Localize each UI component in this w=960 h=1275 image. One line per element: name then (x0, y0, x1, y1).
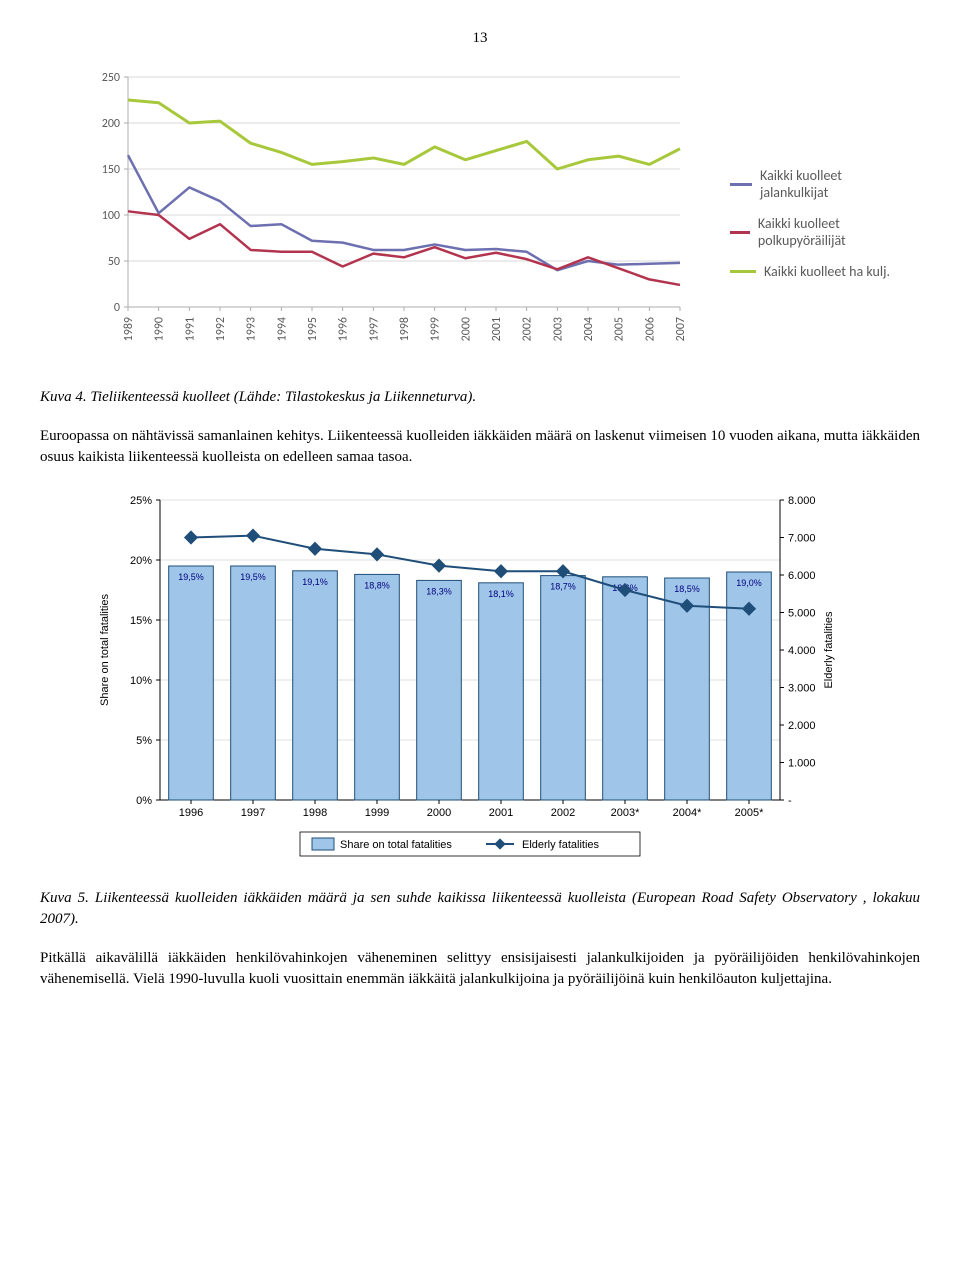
svg-text:2004: 2004 (582, 317, 596, 341)
svg-text:Share on total fatalities: Share on total fatalities (340, 839, 452, 851)
svg-text:2006: 2006 (643, 317, 657, 341)
svg-text:25%: 25% (130, 495, 152, 507)
svg-text:5%: 5% (136, 735, 152, 747)
svg-text:1994: 1994 (275, 317, 289, 341)
svg-text:100: 100 (102, 209, 120, 223)
svg-text:3.000: 3.000 (788, 683, 816, 695)
svg-text:2001: 2001 (489, 807, 513, 819)
paragraph-1: Euroopassa on nähtävissä samanlainen keh… (40, 426, 920, 468)
svg-text:18,7%: 18,7% (550, 582, 576, 592)
svg-text:0: 0 (114, 301, 120, 315)
legend-item-hakulj: Kaikki kuolleet ha kulj. (730, 263, 890, 280)
svg-text:2002: 2002 (521, 317, 535, 341)
svg-text:Elderly fatalities: Elderly fatalities (823, 611, 835, 689)
legend-label: Kaikki kuolleet jalankulkijat (760, 167, 890, 201)
svg-text:1990: 1990 (153, 317, 167, 341)
svg-text:20%: 20% (130, 555, 152, 567)
svg-text:1989: 1989 (122, 317, 136, 341)
svg-text:1998: 1998 (398, 317, 412, 341)
svg-text:4.000: 4.000 (788, 645, 816, 657)
svg-text:18,5%: 18,5% (674, 584, 700, 594)
paragraph-2: Pitkällä aikavälillä iäkkäiden henkilöva… (40, 948, 920, 990)
svg-text:2000: 2000 (427, 807, 451, 819)
svg-text:19,5%: 19,5% (178, 572, 204, 582)
svg-text:Share on total fatalities: Share on total fatalities (99, 594, 111, 706)
svg-text:1996: 1996 (337, 317, 351, 341)
legend-item-polkupyorailijat: Kaikki kuolleet polkupyöräilijät (730, 215, 890, 249)
svg-text:2.000: 2.000 (788, 720, 816, 732)
svg-text:1995: 1995 (306, 317, 320, 341)
svg-text:2005: 2005 (613, 317, 627, 341)
svg-text:1991: 1991 (183, 317, 197, 341)
legend-swatch-polkupyorailijat (730, 231, 750, 234)
svg-text:19,0%: 19,0% (736, 578, 762, 588)
svg-text:2004*: 2004* (673, 807, 702, 819)
svg-text:0%: 0% (136, 795, 152, 807)
svg-text:2002: 2002 (551, 807, 575, 819)
caption-figure-4: Kuva 4. Tieliikenteessä kuolleet (Lähde:… (40, 387, 920, 408)
svg-text:19,5%: 19,5% (240, 572, 266, 582)
legend-swatch-hakulj (730, 270, 756, 273)
svg-text:1992: 1992 (214, 317, 228, 341)
svg-text:2005*: 2005* (735, 807, 764, 819)
svg-text:2000: 2000 (459, 317, 473, 341)
chart-1-legend: Kaikki kuolleet jalankulkijat Kaikki kuo… (730, 167, 890, 294)
caption-figure-5: Kuva 5. Liikenteessä kuolleiden iäkkäide… (40, 888, 920, 930)
svg-text:1996: 1996 (179, 807, 203, 819)
svg-text:1.000: 1.000 (788, 758, 816, 770)
svg-text:1998: 1998 (303, 807, 327, 819)
svg-text:2007: 2007 (674, 317, 688, 341)
svg-text:19,1%: 19,1% (302, 577, 328, 587)
svg-text:18,8%: 18,8% (364, 580, 390, 590)
svg-text:6.000: 6.000 (788, 570, 816, 582)
chart-1-svg: 0 50 100 150 200 250 1989 1990 1991 1992 1993 1994 1… (80, 67, 700, 369)
chart-2: 0% 5% 10% 15% 20% 25% - 1.000 2.000 3.000 4.000 5.0… (90, 490, 870, 870)
svg-text:50: 50 (108, 255, 120, 269)
legend-swatch-jalankulkijat (730, 183, 752, 186)
svg-text:15%: 15% (130, 615, 152, 627)
legend-label: Kaikki kuolleet ha kulj. (764, 263, 890, 280)
svg-text:200: 200 (102, 117, 120, 131)
svg-text:5.000: 5.000 (788, 608, 816, 620)
svg-text:150: 150 (102, 163, 120, 177)
page-number: 13 (40, 30, 920, 47)
svg-text:1997: 1997 (367, 317, 381, 341)
legend-label: Kaikki kuolleet polkupyöräilijät (758, 215, 890, 249)
svg-text:18,1%: 18,1% (488, 589, 514, 599)
svg-text:2003*: 2003* (611, 807, 640, 819)
svg-text:-: - (788, 795, 792, 807)
svg-text:250: 250 (102, 71, 120, 85)
svg-text:2001: 2001 (490, 317, 504, 341)
svg-text:8.000: 8.000 (788, 495, 816, 507)
svg-text:1999: 1999 (365, 807, 389, 819)
svg-text:2003: 2003 (551, 317, 565, 341)
svg-text:1999: 1999 (429, 317, 443, 341)
svg-text:18,3%: 18,3% (426, 586, 452, 596)
svg-text:Elderly fatalities: Elderly fatalities (522, 839, 600, 851)
legend-item-jalankulkijat: Kaikki kuolleet jalankulkijat (730, 167, 890, 201)
svg-text:10%: 10% (130, 675, 152, 687)
chart-2-svg: 0% 5% 10% 15% 20% 25% - 1.000 2.000 3.000 4.000 5.0… (90, 490, 850, 870)
svg-text:1993: 1993 (245, 317, 259, 341)
svg-text:1997: 1997 (241, 807, 265, 819)
svg-text:7.000: 7.000 (788, 533, 816, 545)
chart-1: 0 50 100 150 200 250 1989 1990 1991 1992 1993 1994 1… (80, 67, 880, 369)
